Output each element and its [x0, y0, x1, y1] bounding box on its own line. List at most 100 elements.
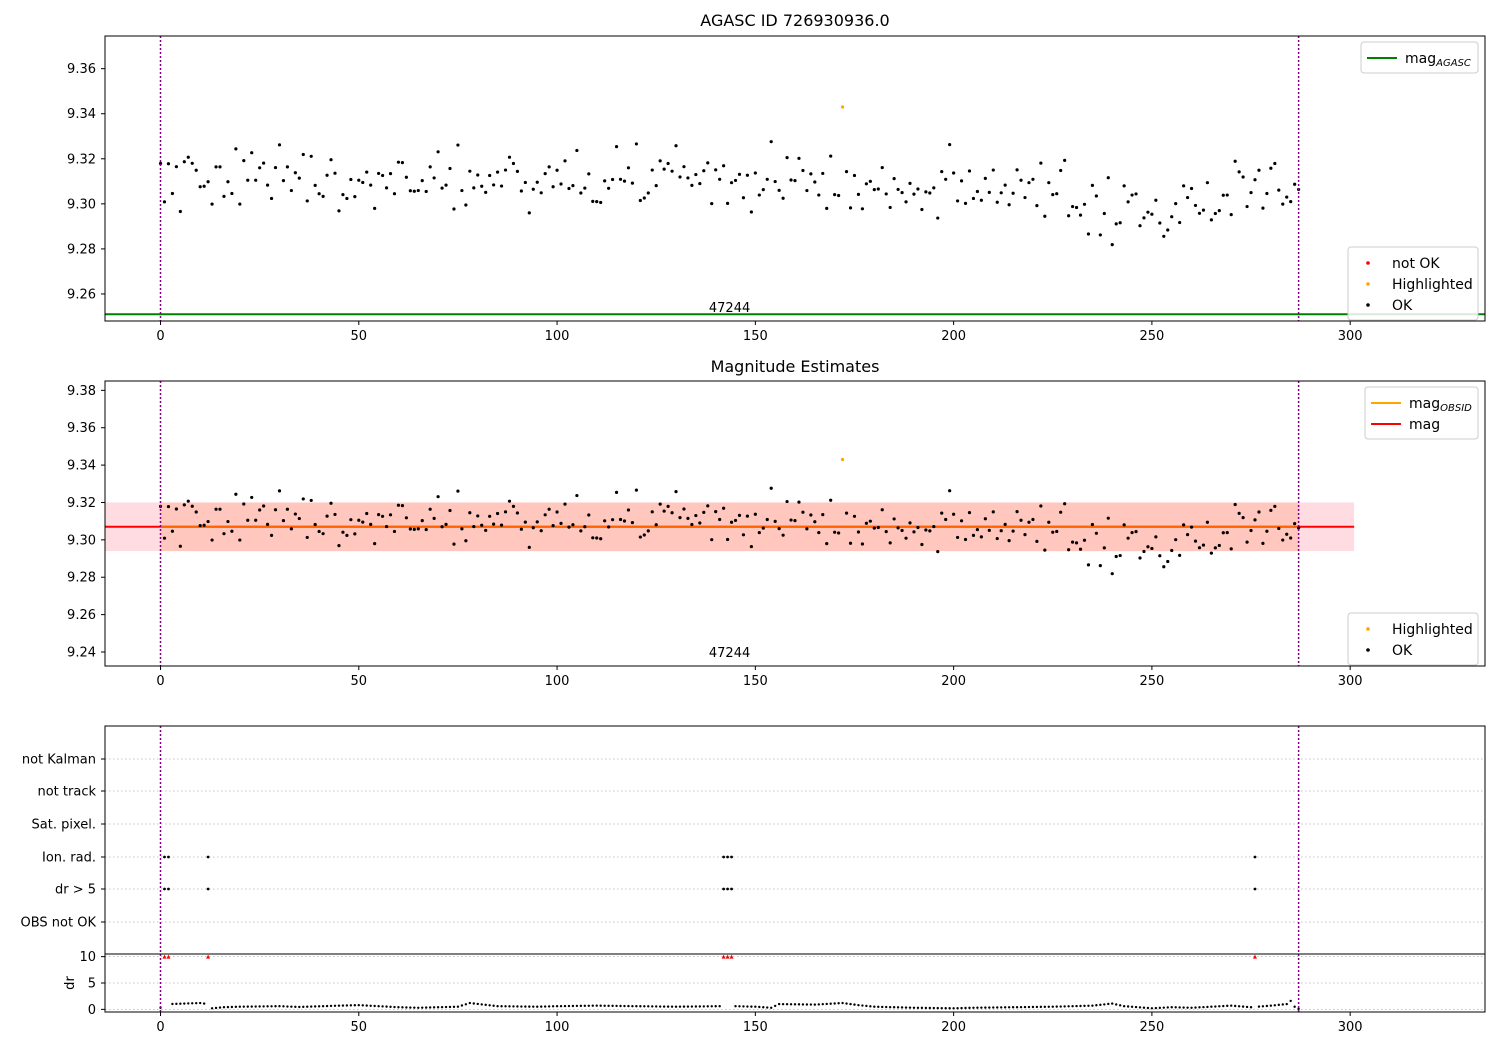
dr-point	[262, 1005, 265, 1008]
p1-ok-point	[706, 161, 710, 165]
p1-ok-point	[369, 183, 373, 187]
p2-ok-point	[777, 527, 781, 531]
p2-ok-point	[1142, 549, 1146, 554]
p2-x-tick-label: 250	[1139, 674, 1164, 689]
p1-ok-point	[1043, 214, 1047, 218]
dr-point	[401, 1006, 404, 1009]
flags-panel: not Kalman not track Sat. pixel. Ion. rad. d…	[21, 725, 1486, 1035]
p1-ok-point	[932, 186, 936, 190]
p1-bottom-legend-box	[1347, 246, 1479, 321]
p2-ok-point	[1265, 529, 1269, 533]
p1-ok-point	[1035, 204, 1039, 208]
p1-ok-point	[559, 182, 563, 186]
p2-ok-point	[380, 514, 385, 518]
dr-point	[801, 1003, 805, 1006]
p2-y-tick-label: 9.36	[67, 421, 96, 436]
p2-ok-point	[1253, 518, 1257, 522]
p1-ok-point	[1059, 168, 1063, 173]
dr-point	[222, 1006, 226, 1009]
p2-ok-point	[650, 510, 654, 514]
p1-ok-point	[959, 179, 964, 183]
dr-point	[571, 1004, 575, 1008]
p1-ok-point	[1241, 175, 1245, 179]
p1-ok-point	[872, 188, 876, 192]
p2-ok-point	[737, 513, 742, 517]
dr-point	[234, 1005, 238, 1009]
p2-ok-point	[535, 520, 539, 524]
p1-ok-point	[642, 196, 646, 200]
dr-point	[845, 1002, 848, 1005]
dr-point	[766, 1006, 769, 1009]
dr-point	[1103, 1003, 1106, 1006]
p3-x-tick-label: 250	[1139, 1020, 1164, 1035]
p2-ok-point	[1047, 520, 1051, 524]
p1-ok-point	[297, 176, 301, 180]
p2-ok-point	[1059, 510, 1063, 514]
p2-ok-point	[825, 541, 829, 546]
dr-point	[528, 1005, 531, 1008]
flag-point	[206, 887, 210, 891]
p1-ok-point	[626, 166, 631, 170]
p1-ok-point	[341, 193, 345, 197]
p2-ok-point	[1078, 547, 1083, 551]
dr-point	[1023, 1005, 1027, 1009]
flag-row-label: not track	[37, 785, 96, 800]
p1-ok-point	[571, 183, 575, 188]
p2-ok-point	[924, 528, 928, 532]
p1-ok-point	[242, 158, 246, 163]
p1-x-tick-label: 0	[156, 329, 164, 344]
dr-point	[1198, 1006, 1201, 1009]
p1-ok-point	[281, 179, 286, 183]
dr-point	[1186, 1006, 1189, 1009]
p2-ok-point	[567, 525, 571, 529]
p2-ok-point	[626, 508, 631, 512]
dr-point	[825, 1002, 828, 1006]
p2-ok-point	[1245, 540, 1249, 544]
p1-ok-point	[1134, 192, 1138, 196]
p1-ok-point	[725, 201, 730, 205]
p2-ok-point	[646, 529, 650, 533]
p2-ok-point	[313, 522, 317, 527]
p1-ok-point	[214, 165, 218, 169]
p1-ok-point	[273, 165, 278, 170]
dr-point	[187, 1002, 190, 1005]
p2-ok-point	[1166, 559, 1170, 564]
dr-point	[1285, 1002, 1288, 1006]
p2-ok-point	[206, 519, 210, 524]
dr-point	[298, 1005, 301, 1009]
dr-point	[1222, 1004, 1225, 1008]
dr-point	[210, 1007, 214, 1010]
dr-point	[198, 1001, 202, 1005]
p1-ok-point	[944, 177, 948, 181]
p2-ok-point	[1185, 533, 1190, 537]
dr-point	[900, 1006, 904, 1009]
p2-ok-point	[1023, 533, 1027, 537]
dr-point	[1083, 1004, 1086, 1008]
p2-ok-point	[833, 530, 837, 534]
p1-ok-point	[936, 216, 940, 220]
dr-point	[1115, 1003, 1118, 1006]
p1-ok-point	[848, 206, 853, 210]
dr-point	[1130, 1005, 1134, 1009]
p1-ok-point	[444, 183, 448, 187]
p2-x-tick-label: 50	[351, 674, 368, 689]
p1-ok-point	[852, 173, 857, 178]
p2-ok-point	[979, 535, 983, 539]
p2-ok-point	[1051, 530, 1055, 534]
p2-ok-point	[333, 512, 337, 517]
p2-ok-point	[987, 528, 991, 532]
dr-point	[1178, 1006, 1181, 1009]
p1-ok-point	[464, 203, 468, 207]
p1-ok-point	[357, 178, 361, 182]
dr-point	[1170, 1006, 1173, 1009]
dr-point	[837, 1002, 840, 1005]
dr-point	[603, 1004, 606, 1007]
p2-ok-point	[170, 529, 175, 533]
p1-ok-point	[825, 206, 829, 210]
dr-point	[270, 1005, 273, 1008]
p1-ok-point	[234, 147, 238, 151]
dr-point	[746, 1005, 749, 1008]
dr-point	[1091, 1004, 1094, 1007]
p1-ok-point	[1110, 243, 1114, 247]
p2-ok-point	[904, 536, 908, 540]
